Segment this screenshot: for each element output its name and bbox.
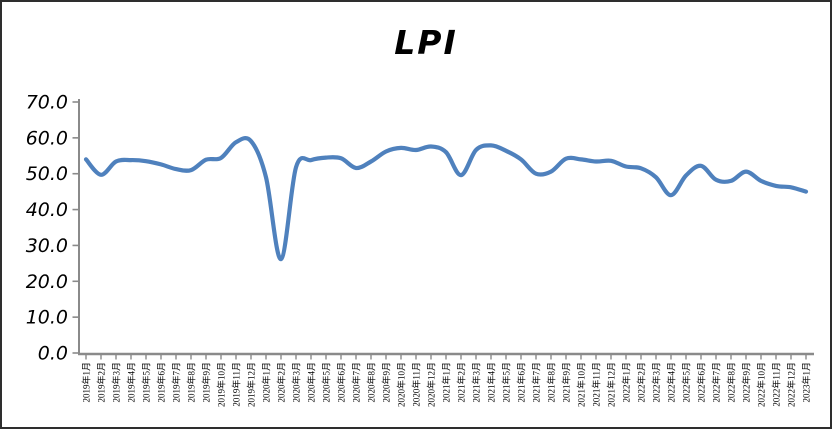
- x-tick-label: 2019年3月: [111, 362, 122, 403]
- x-tick-label: 2023年1月: [801, 362, 812, 403]
- x-tick-label: 2020年8月: [366, 362, 377, 403]
- x-tick-label: 2022年3月: [651, 362, 662, 403]
- y-tick-label: 70.0: [26, 92, 68, 114]
- y-tick-label: 40.0: [26, 199, 68, 221]
- x-tick-label: 2021年12月: [606, 362, 617, 407]
- x-tick-label: 2022年6月: [696, 362, 707, 403]
- x-tick-label: 2021年6月: [516, 362, 527, 403]
- x-tick-label: 2022年1月: [621, 362, 632, 403]
- x-tick-label: 2019年6月: [156, 362, 167, 403]
- x-tick-label: 2022年4月: [666, 362, 677, 403]
- y-tick-label: 60.0: [26, 127, 68, 149]
- y-tick-label: 10.0: [26, 307, 68, 329]
- x-tick-label: 2020年11月: [411, 362, 422, 407]
- x-tick-label: 2021年9月: [561, 362, 572, 403]
- x-tick-label: 2019年10月: [216, 362, 227, 407]
- x-tick-label: 2022年7月: [711, 362, 722, 403]
- y-tick-label: 50.0: [26, 163, 68, 185]
- x-tick-label: 2019年2月: [96, 362, 107, 403]
- x-tick-label: 2022年10月: [756, 362, 767, 407]
- x-tick-label: 2020年1月: [261, 362, 272, 403]
- x-tick-label: 2022年2月: [636, 362, 647, 403]
- x-tick-label: 2022年5月: [681, 362, 692, 403]
- y-tick-label: 20.0: [26, 271, 68, 293]
- x-tick-label: 2019年5月: [141, 362, 152, 403]
- x-tick-label: 2021年2月: [456, 362, 467, 403]
- x-tick-label: 2019年7月: [171, 362, 182, 403]
- x-tick-label: 2020年7月: [351, 362, 362, 403]
- lpi-series-line: [83, 136, 809, 262]
- x-tick-label: 2022年12月: [786, 362, 797, 407]
- x-tick-label: 2019年11月: [231, 362, 242, 407]
- x-tick-label: 2022年8月: [726, 362, 737, 403]
- x-tick-label: 2021年4月: [486, 362, 497, 403]
- line-series-group: [83, 136, 809, 262]
- x-tick-label: 2020年9月: [381, 362, 392, 403]
- x-tick-label: 2020年10月: [396, 362, 407, 407]
- x-tick-label: 2020年3月: [291, 362, 302, 403]
- chart-title: LPI: [394, 23, 458, 62]
- x-tick-label: 2019年9月: [201, 362, 212, 403]
- y-axis: 0.0 10.0 20.0 30.0 40.0 50.0 60.0 70.0: [26, 92, 80, 365]
- x-tick-label: 2021年7月: [531, 362, 542, 403]
- x-tick-label: 2020年6月: [336, 362, 347, 403]
- x-tick-label: 2021年10月: [576, 362, 587, 407]
- x-axis: 2019年1月 2019年2月 2019年3月 2019年4月 2019年5月 2019年…: [78, 352, 814, 407]
- x-tick-label: 2020年4月: [306, 362, 317, 403]
- x-tick-label: 2021年8月: [546, 362, 557, 403]
- x-tick-label: 2021年5月: [501, 362, 512, 403]
- x-tick-label: 2019年4月: [126, 362, 137, 403]
- x-tick-label: 2021年1月: [441, 362, 452, 403]
- x-tick-label: 2020年2月: [276, 362, 287, 403]
- x-tick-label: 2020年12月: [426, 362, 437, 407]
- x-tick-label: 2020年5月: [321, 362, 332, 403]
- x-tick-label: 2022年9月: [741, 362, 752, 403]
- x-tick-label: 2021年11月: [591, 362, 602, 407]
- y-tick-label: 30.0: [26, 235, 68, 257]
- y-tick-label: 0.0: [38, 343, 68, 365]
- x-tick-label: 2019年1月: [81, 362, 92, 403]
- x-tick-label: 2019年12月: [246, 362, 257, 407]
- x-tick-label: 2021年3月: [471, 362, 482, 403]
- x-tick-label: 2022年11月: [771, 362, 782, 407]
- x-tick-label: 2019年8月: [186, 362, 197, 403]
